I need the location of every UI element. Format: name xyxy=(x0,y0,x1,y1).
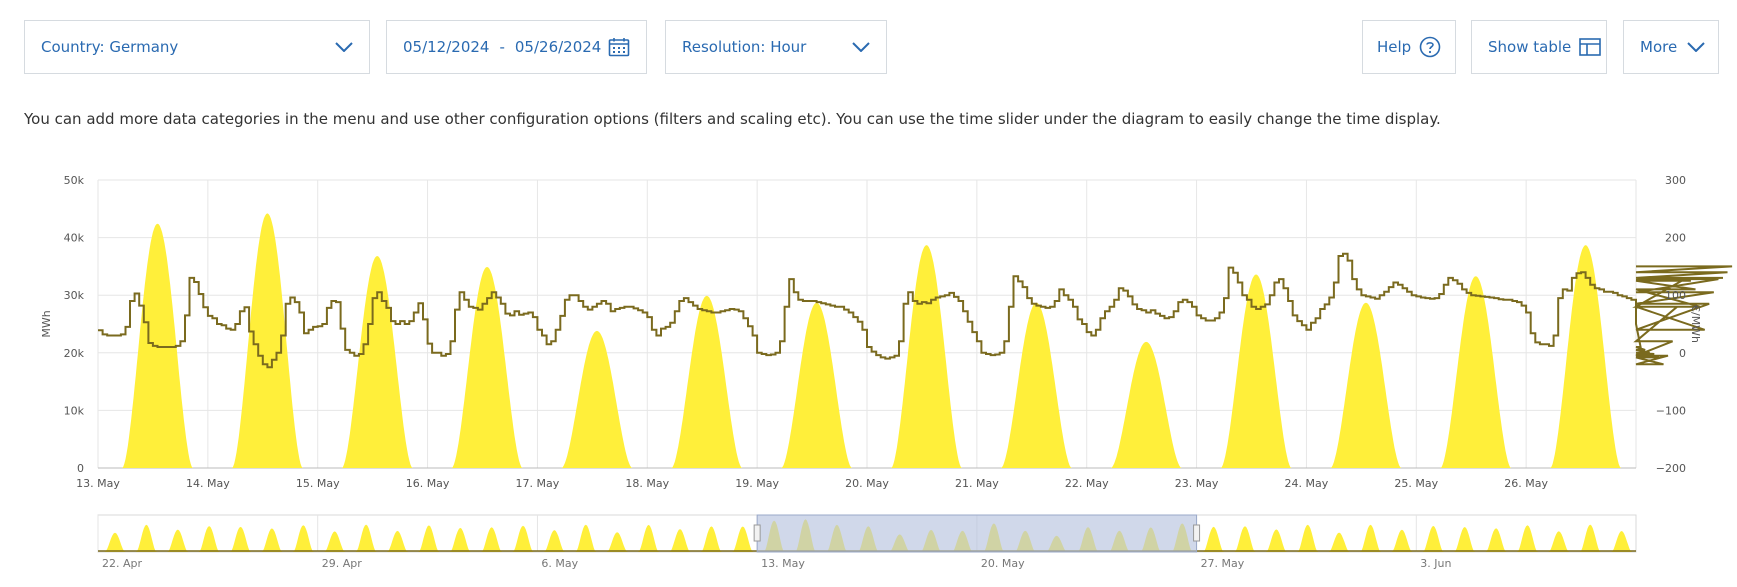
x-tick: 22. May xyxy=(1065,477,1109,490)
y-tick-right: 100 xyxy=(1665,289,1686,302)
navigator-x-tick: 22. Apr xyxy=(102,557,142,570)
y-tick-right: 200 xyxy=(1665,232,1686,245)
time-navigator[interactable]: 22. Apr 29. Apr 6. May 13. May 20. May 27. Ma… xyxy=(0,510,1737,587)
help-button[interactable]: Help xyxy=(1362,20,1456,74)
x-tick: 18. May xyxy=(625,477,669,490)
date-to[interactable]: 05/26/2024 xyxy=(514,38,602,56)
country-select-label: Country: Germany xyxy=(41,38,179,56)
navigator-handle-right[interactable] xyxy=(1193,524,1201,542)
y-tick-right: −100 xyxy=(1656,404,1686,417)
y-axis-left-label: MWh xyxy=(40,310,53,337)
x-tick: 24. May xyxy=(1285,477,1329,490)
show-table-button[interactable]: Show table xyxy=(1471,20,1607,74)
x-tick: 21. May xyxy=(955,477,999,490)
y-tick-left: 40k xyxy=(64,232,85,245)
y-tick-right: −200 xyxy=(1656,462,1686,475)
y-tick-left: 30k xyxy=(64,289,85,302)
x-tick: 13. May xyxy=(76,477,120,490)
help-circle-icon xyxy=(1419,36,1441,58)
navigator-handle-left[interactable] xyxy=(753,524,761,542)
info-text: You can add more data categories in the … xyxy=(24,110,1441,128)
navigator-selection[interactable] xyxy=(756,514,1198,553)
navigator-x-tick: 6. May xyxy=(541,557,578,570)
x-tick: 17. May xyxy=(516,477,560,490)
x-tick: 19. May xyxy=(735,477,779,490)
price-line xyxy=(98,252,1733,369)
x-tick: 20. May xyxy=(845,477,889,490)
chevron-down-icon xyxy=(1687,42,1705,52)
date-from[interactable]: 05/12/2024 xyxy=(403,38,490,56)
more-menu-button[interactable]: More xyxy=(1623,20,1719,74)
y-tick-left: 20k xyxy=(64,347,85,360)
help-button-label: Help xyxy=(1377,38,1412,56)
x-tick: 25. May xyxy=(1394,477,1438,490)
more-button-label: More xyxy=(1640,38,1678,56)
x-tick: 16. May xyxy=(406,477,450,490)
y-tick-right: 0 xyxy=(1679,347,1686,360)
y-tick-left: 0 xyxy=(77,462,84,475)
navigator-x-tick: 20. May xyxy=(981,557,1025,570)
date-separator: - xyxy=(499,38,505,56)
country-select[interactable]: Country: Germany xyxy=(24,20,370,74)
calendar-icon[interactable] xyxy=(608,37,630,57)
x-tick: 23. May xyxy=(1175,477,1219,490)
table-icon xyxy=(1579,38,1602,56)
y-tick-left: 10k xyxy=(64,404,85,417)
x-tick: 15. May xyxy=(296,477,340,490)
y-tick-right: 300 xyxy=(1665,174,1686,187)
navigator-x-tick: 29. Apr xyxy=(322,557,362,570)
chevron-down-icon xyxy=(852,42,870,52)
resolution-select-label: Resolution: Hour xyxy=(682,38,807,56)
date-range-picker[interactable]: 05/12/2024 - 05/26/2024 xyxy=(386,20,647,74)
y-axis-right-label: €/MWh xyxy=(1689,305,1702,343)
energy-price-chart[interactable]: 0 10k 20k 30k 40k 50k −200 −100 0 100 200 300 13. … xyxy=(0,160,1737,500)
show-table-label: Show table xyxy=(1488,38,1572,56)
resolution-select[interactable]: Resolution: Hour xyxy=(665,20,887,74)
x-tick: 14. May xyxy=(186,477,230,490)
y-tick-left: 50k xyxy=(64,174,85,187)
solar-area xyxy=(98,213,1636,468)
chevron-down-icon xyxy=(335,42,353,52)
navigator-x-tick: 13. May xyxy=(761,557,805,570)
navigator-x-tick: 3. Jun xyxy=(1420,557,1451,570)
x-tick: 26. May xyxy=(1504,477,1548,490)
navigator-x-tick: 27. May xyxy=(1201,557,1245,570)
